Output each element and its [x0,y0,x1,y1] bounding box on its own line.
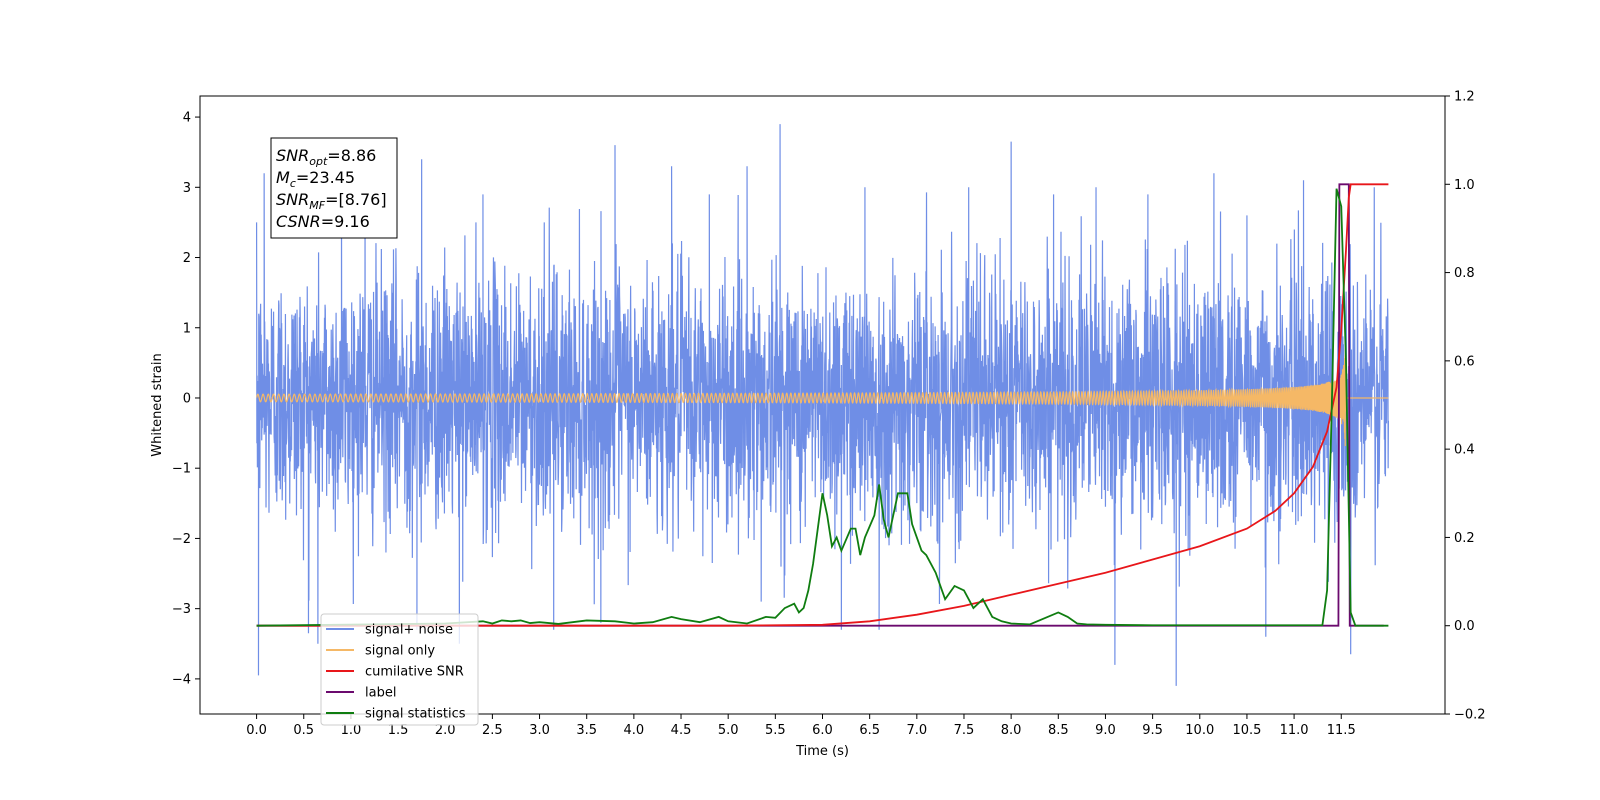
y-tick-label: 1 [183,321,191,336]
x-tick-label: 7.0 [906,723,927,738]
x-tick-label: 10.0 [1185,723,1214,738]
legend-label: signal statistics [365,707,466,722]
y-tick-label: 4 [183,111,191,126]
x-axis-label: Time (s) [795,744,849,759]
x-tick-label: 4.0 [624,723,645,738]
y-tick-label: −1 [172,462,191,477]
y-tick-label: −3 [172,602,191,617]
y2-tick-label: −0.2 [1454,708,1486,723]
x-tick-label: 6.5 [859,723,880,738]
x-tick-label: 6.0 [812,723,833,738]
x-tick-label: 9.0 [1095,723,1116,738]
x-tick-label: 11.0 [1280,723,1309,738]
legend-label: signal+ noise [365,623,453,638]
legend-label: signal only [365,644,435,659]
annotation-line: Mc=23.45 [276,168,355,190]
x-tick-label: 9.5 [1142,723,1163,738]
x-tick-label: 2.0 [435,723,456,738]
series-signal-noise [255,124,1390,686]
y2-tick-label: 0.2 [1454,531,1475,546]
y-tick-label: 0 [183,391,191,406]
x-tick-label: 4.5 [671,723,692,738]
y-tick-label: 3 [183,181,191,196]
legend-label: label [365,686,396,701]
y-tick-label: −2 [172,532,191,547]
annotation-line: SNRopt=8.86 [276,146,376,168]
x-tick-label: 7.5 [954,723,975,738]
x-tick-label: 0.5 [293,723,314,738]
x-tick-label: 0.0 [246,723,267,738]
y-tick-label: −4 [172,672,191,687]
y2-tick-label: 1.0 [1454,178,1475,193]
x-tick-label: 5.0 [718,723,739,738]
legend-label: cumilative SNR [365,665,464,680]
y2-tick-label: 0.4 [1454,443,1475,458]
plot-area [255,124,1390,686]
x-tick-label: 8.5 [1048,723,1069,738]
x-tick-label: 1.5 [388,723,409,738]
y2-tick-label: 0.8 [1454,266,1475,281]
y2-tick-label: 0.6 [1454,354,1475,369]
axes: 0.0 0.5 1.0 1.5 2.0 2.5 3.0 3.5 4.0 4.5 5.0 5.5 6.0 6… [172,90,1486,739]
y-tick-label: 2 [183,251,191,266]
annotation-frame [270,137,398,239]
x-tick-label: 5.5 [765,723,786,738]
x-tick-label: 3.0 [529,723,550,738]
annotation-line: SNRMF=[8.76] [276,190,387,212]
x-tick-label: 11.5 [1327,723,1356,738]
y-axis-label: Whitened strain [150,353,165,456]
x-tick-label: 2.5 [482,723,503,738]
series-signal-statistics [256,188,1389,627]
series-signal-only [256,347,1389,447]
legend: signal+ noise signal only cumilative SNR la… [320,613,479,726]
x-tick-label: 8.0 [1001,723,1022,738]
legend-frame [320,613,479,726]
x-tick-label: 1.0 [341,723,362,738]
y2-tick-label: 0.0 [1454,619,1475,634]
x-tick-label: 10.5 [1232,723,1261,738]
annotation-line: CSNR=9.16 [276,212,370,231]
x-tick-label: 3.5 [576,723,597,738]
y2-tick-label: 1.2 [1454,90,1475,105]
